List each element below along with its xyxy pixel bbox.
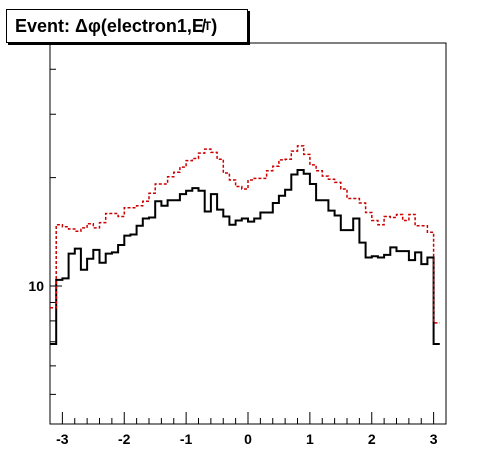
- series-layer: [50, 145, 440, 345]
- x-tick-label: 3: [430, 431, 438, 447]
- y-axis-tick-labels: 10: [28, 278, 44, 294]
- histogram-series-2: [50, 145, 440, 324]
- x-tick-label: 2: [368, 431, 376, 447]
- x-tick-label: -3: [56, 431, 69, 447]
- histogram-series-1: [50, 169, 440, 345]
- x-tick-label: -2: [118, 431, 131, 447]
- x-axis-ticks: [49, 412, 447, 424]
- plot-frame: [49, 42, 447, 425]
- x-axis-tick-labels: -3 -2 -1 0 1 2 3: [56, 431, 438, 447]
- x-tick-label: -1: [180, 431, 193, 447]
- x-tick-label: 0: [244, 431, 252, 447]
- plot-title: Event: Δφ(electron1,E̸ T): [6, 9, 248, 43]
- y-tick-label: 10: [28, 278, 44, 294]
- x-tick-label: 1: [306, 431, 314, 447]
